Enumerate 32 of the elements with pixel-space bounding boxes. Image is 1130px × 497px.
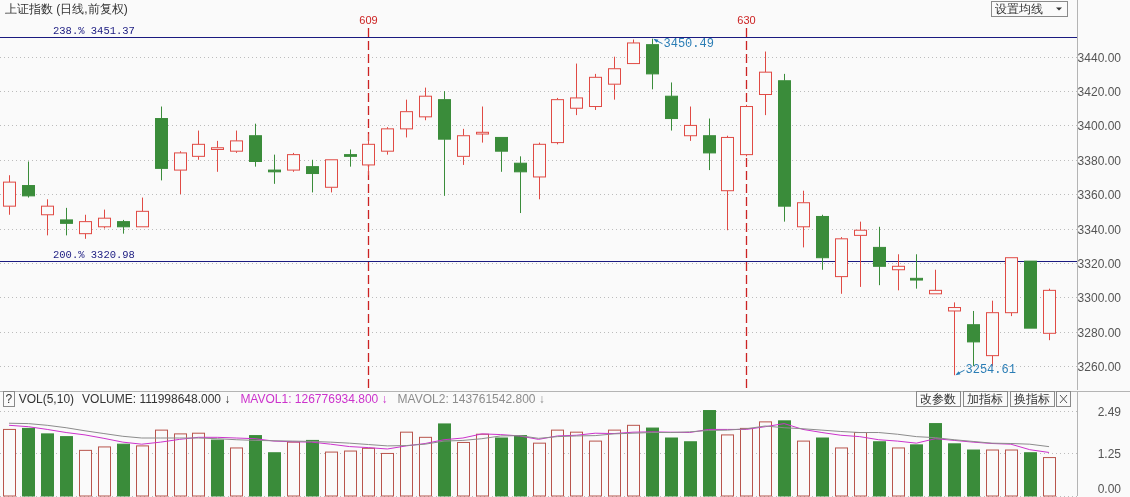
title: VOL(5,10) (18, 392, 75, 406)
candlestick (892, 253, 905, 291)
candlestick (873, 226, 886, 286)
button: 换指标 (1010, 391, 1055, 407)
candlestick (514, 155, 527, 214)
candlestick (703, 118, 716, 171)
annotation: 换指标 (1014, 392, 1050, 406)
button: 设置均线 (991, 1, 1068, 17)
candlestick (684, 106, 697, 142)
candlestick (665, 81, 678, 132)
annotation: 改参数 (920, 392, 956, 406)
candlestick (155, 106, 168, 181)
annotation: 加指标 (967, 392, 1003, 406)
candlestick (41, 198, 54, 236)
candlestick (60, 207, 73, 236)
candlestick (797, 190, 810, 248)
annotation: 设置均线 (995, 2, 1043, 16)
candlestick (268, 154, 281, 185)
button: 改参数 (916, 391, 961, 407)
candlestick (362, 133, 375, 176)
candlestick (589, 73, 602, 111)
candlestick (249, 123, 262, 168)
annotation: VOLUME: 111998648.000 ↓ (82, 392, 231, 406)
annotation: 3450.49 (663, 37, 714, 52)
title: 上证指数 (日线,前复权) (5, 2, 128, 16)
button: 加指标 (963, 391, 1008, 407)
annotation: 3254.61 (965, 362, 1016, 377)
candlestick (759, 51, 772, 116)
candlestick (344, 148, 357, 168)
button: ? (3, 391, 15, 407)
candlestick (192, 130, 205, 161)
candlestick (608, 56, 621, 101)
